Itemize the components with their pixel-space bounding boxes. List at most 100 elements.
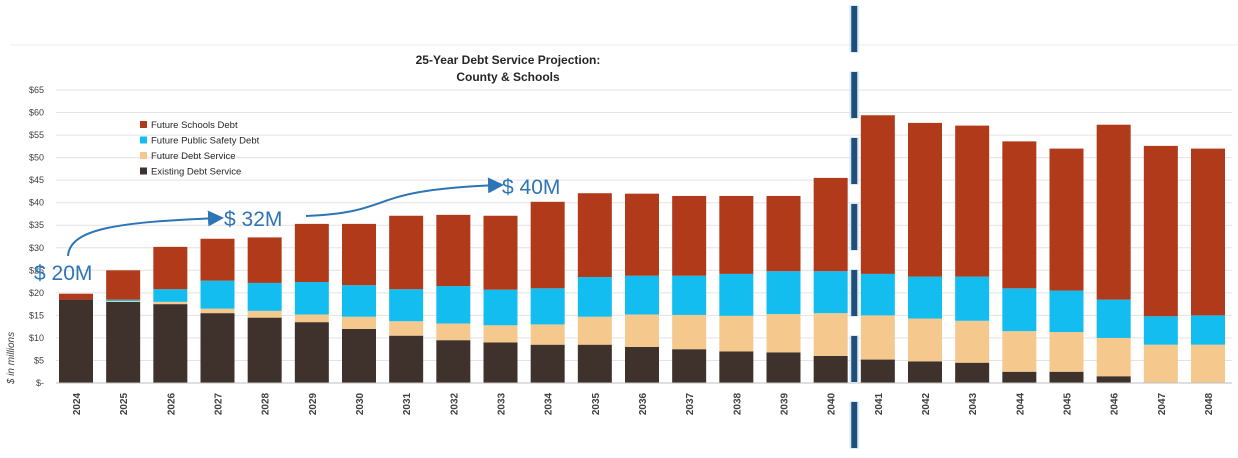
- bar-segment: [389, 321, 424, 336]
- legend-swatch: [140, 167, 147, 175]
- legend: Future Schools Debt Future Public Safety …: [140, 120, 260, 178]
- x-tick-label: 2037: [685, 392, 696, 415]
- x-tick-label: 2027: [214, 392, 225, 415]
- bar-segment: [955, 320, 990, 363]
- bar-segment: [342, 223, 376, 286]
- bar-segment: [247, 237, 282, 283]
- bar-segment: [672, 349, 707, 383]
- y-tick-label: $30: [29, 243, 44, 253]
- bar-segment: [719, 351, 754, 383]
- bar-segment: [625, 314, 659, 347]
- bar-segment: [1096, 299, 1131, 338]
- bar-segment: [294, 223, 329, 283]
- bar-segment: [860, 273, 895, 316]
- bar-segment: [200, 238, 235, 281]
- x-tick-label: 2046: [1110, 392, 1121, 415]
- bar-segment: [860, 315, 895, 360]
- y-axis: $- $5 $10 $15 $20 $25 $30 $35 $40 $45 $50 $55 $60 $65: [29, 85, 44, 388]
- bar-stack: [672, 195, 707, 383]
- bar-stack: [625, 193, 659, 383]
- bar-segment: [766, 195, 801, 272]
- bar-segment: [1143, 145, 1178, 317]
- bar-segment: [436, 214, 471, 287]
- legend-label: Existing Debt Service: [151, 167, 241, 178]
- bar-segment: [247, 317, 282, 383]
- y-tick-label: $35: [29, 220, 44, 230]
- annotation-arrow: [305, 177, 504, 217]
- bar-segment: [342, 316, 376, 329]
- legend-label: Future Debt Service: [151, 151, 235, 162]
- bar-segment: [625, 193, 659, 276]
- bar-segment: [719, 195, 754, 274]
- bar-stack: [200, 238, 235, 383]
- bar-segment: [530, 324, 565, 345]
- bar-segment: [766, 352, 801, 383]
- bar-stack: [106, 270, 141, 383]
- x-tick-label: 2029: [308, 392, 319, 415]
- y-tick-label: $40: [29, 198, 44, 208]
- chart-title: 25-Year Debt Service Projection:: [416, 53, 601, 67]
- bar-segment: [1096, 337, 1131, 377]
- bar-segment: [577, 277, 612, 317]
- bar-segment: [389, 289, 424, 322]
- bar-segment: [389, 335, 424, 383]
- legend-swatch: [140, 152, 147, 159]
- legend-swatch: [140, 136, 147, 144]
- bar-segment: [153, 304, 188, 383]
- y-tick-label: $45: [29, 175, 44, 185]
- bar-stack: [860, 115, 895, 383]
- bar-segment: [153, 301, 188, 305]
- x-tick-label: 2026: [166, 392, 177, 415]
- bar-segment: [813, 355, 848, 383]
- x-tick-label: 2036: [638, 392, 649, 415]
- divider-dash: [851, 402, 858, 448]
- legend-label: Future Schools Debt: [151, 120, 238, 131]
- bar-segment: [294, 314, 329, 323]
- bar-segment: [719, 273, 754, 316]
- bar-segment: [200, 313, 235, 383]
- bar-stack: [766, 195, 801, 383]
- x-tick-label: 2034: [544, 392, 555, 415]
- x-tick-label: 2031: [402, 392, 413, 415]
- bar-segment: [766, 271, 801, 315]
- x-tick-label: 2033: [497, 392, 508, 415]
- annotation-label: $ 40M: [502, 176, 560, 199]
- divider-dash: [851, 138, 858, 184]
- bar-segment: [625, 346, 659, 383]
- bar-segment: [577, 344, 612, 383]
- bar-segment: [1191, 148, 1225, 316]
- bar-segment: [530, 344, 565, 383]
- bar-segment: [860, 359, 895, 383]
- bar-segment: [200, 308, 235, 314]
- bar-stack: [294, 223, 329, 383]
- bar-segment: [1002, 371, 1037, 383]
- chart-subtitle: County & Schools: [456, 70, 560, 84]
- bar-segment: [200, 280, 235, 309]
- bar-segment: [625, 275, 659, 315]
- y-tick-label: $55: [29, 130, 44, 140]
- annotation-label: $ 20M: [34, 262, 92, 285]
- bar-segment: [342, 328, 376, 383]
- bar-segment: [1049, 332, 1084, 372]
- bar-segment: [1049, 371, 1084, 383]
- bar-stack: [719, 195, 754, 383]
- y-tick-label: $20: [29, 288, 44, 298]
- bar-segment: [1096, 124, 1131, 300]
- bar-segment: [106, 301, 141, 383]
- x-tick-label: 2028: [261, 392, 272, 415]
- bar-segment: [1191, 315, 1225, 345]
- bar-segment: [955, 362, 990, 383]
- bars: [59, 115, 1225, 383]
- y-tick-label: $60: [29, 108, 44, 118]
- bar-segment: [530, 288, 565, 325]
- bar-segment: [247, 310, 282, 318]
- x-tick-label: 2045: [1063, 392, 1074, 415]
- y-tick-label: $65: [29, 85, 44, 95]
- bar-stack: [1002, 141, 1037, 383]
- bar-segment: [1191, 344, 1225, 383]
- divider-dash: [851, 6, 858, 52]
- bar-stack: [389, 215, 424, 383]
- bar-stack: [908, 122, 942, 383]
- bar-stack: [1096, 124, 1131, 383]
